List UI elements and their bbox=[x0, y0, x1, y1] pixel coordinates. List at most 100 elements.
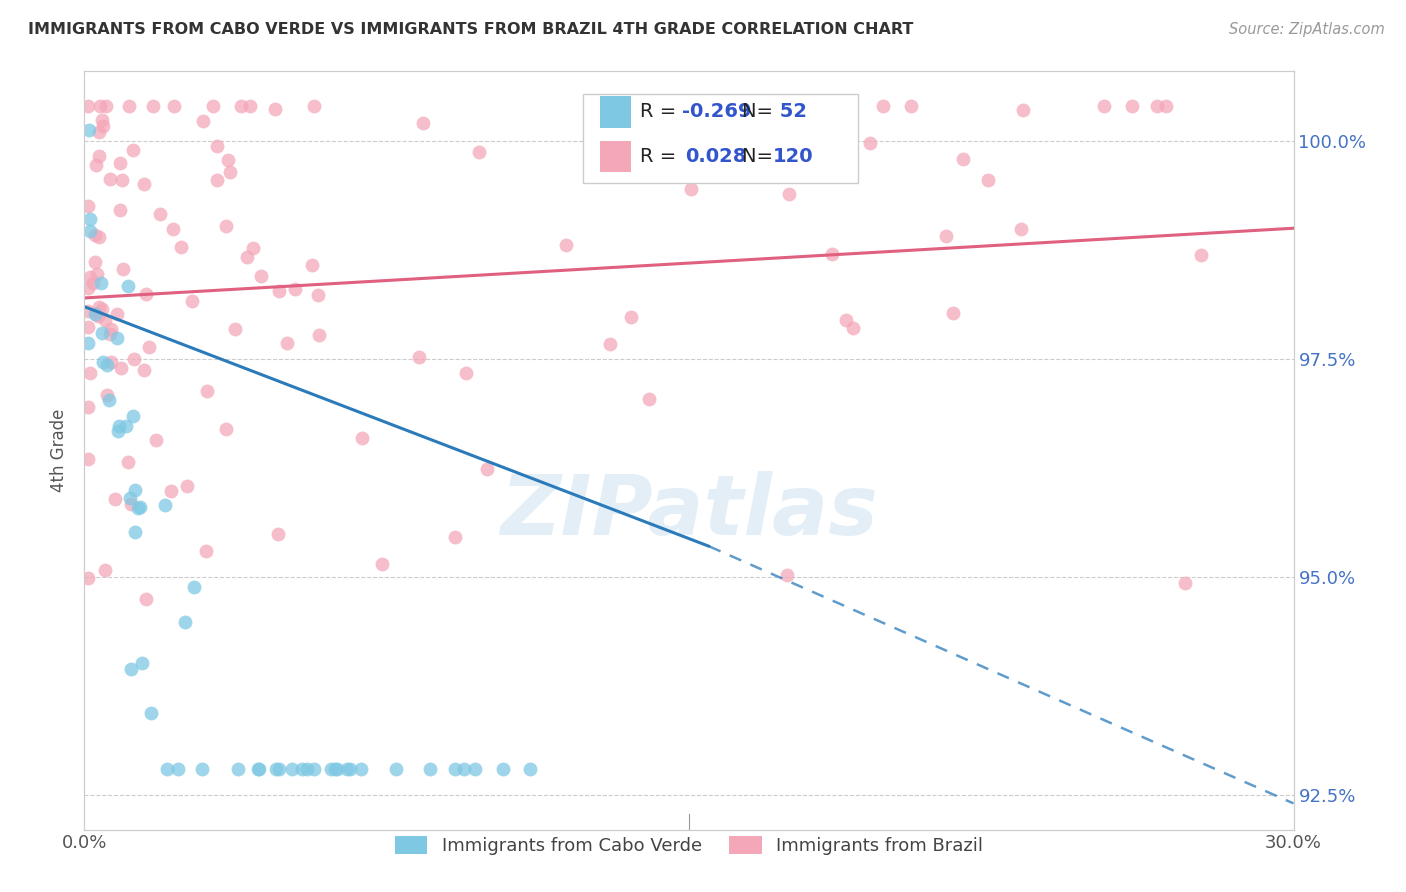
Point bbox=[952, 152, 974, 166]
Point bbox=[336, 762, 359, 776]
Point bbox=[443, 531, 465, 545]
Point bbox=[242, 241, 264, 255]
Point bbox=[181, 293, 204, 308]
Point bbox=[215, 219, 238, 233]
Point bbox=[89, 229, 111, 244]
Point bbox=[89, 125, 111, 139]
Point bbox=[492, 762, 515, 776]
Point bbox=[308, 327, 330, 342]
Point bbox=[96, 388, 118, 402]
Point bbox=[135, 592, 157, 607]
Point bbox=[82, 276, 104, 290]
Point bbox=[934, 229, 956, 244]
Point bbox=[90, 301, 112, 316]
Point bbox=[412, 116, 434, 130]
Point bbox=[250, 268, 273, 283]
Point bbox=[77, 320, 100, 334]
Text: Source: ZipAtlas.com: Source: ZipAtlas.com bbox=[1229, 22, 1385, 37]
Point bbox=[301, 258, 323, 272]
Point bbox=[620, 310, 643, 324]
Point bbox=[145, 433, 167, 447]
Point bbox=[280, 762, 302, 776]
Point bbox=[84, 307, 107, 321]
Point bbox=[229, 99, 252, 113]
Point bbox=[326, 762, 349, 776]
Point bbox=[117, 279, 139, 293]
Point bbox=[371, 557, 394, 571]
Point bbox=[193, 114, 215, 128]
Point bbox=[90, 326, 112, 340]
Point bbox=[94, 99, 117, 113]
Text: R =: R = bbox=[640, 147, 689, 166]
Point bbox=[83, 307, 105, 321]
Text: 120: 120 bbox=[773, 147, 814, 166]
Point bbox=[453, 762, 475, 776]
Text: 52: 52 bbox=[773, 103, 807, 121]
Point bbox=[94, 313, 117, 327]
Point bbox=[224, 322, 246, 336]
Point bbox=[207, 173, 229, 187]
Point bbox=[247, 762, 270, 776]
Point bbox=[215, 422, 238, 436]
Y-axis label: 4th Grade: 4th Grade bbox=[51, 409, 69, 492]
Point bbox=[134, 178, 156, 192]
Point bbox=[93, 355, 115, 369]
Point bbox=[1010, 221, 1032, 235]
Point bbox=[599, 337, 621, 351]
Point bbox=[77, 571, 100, 585]
Text: IMMIGRANTS FROM CABO VERDE VS IMMIGRANTS FROM BRAZIL 4TH GRADE CORRELATION CHART: IMMIGRANTS FROM CABO VERDE VS IMMIGRANTS… bbox=[28, 22, 914, 37]
Point bbox=[1121, 99, 1143, 113]
Point bbox=[121, 143, 143, 157]
Point bbox=[1174, 575, 1197, 590]
Point bbox=[176, 479, 198, 493]
Point bbox=[264, 762, 287, 776]
Point bbox=[96, 358, 118, 372]
Point bbox=[132, 362, 155, 376]
Point bbox=[124, 483, 146, 498]
Point bbox=[77, 336, 100, 351]
Point bbox=[519, 762, 541, 776]
Point bbox=[105, 307, 128, 321]
Point bbox=[83, 228, 105, 243]
Text: N=: N= bbox=[742, 147, 779, 166]
Point bbox=[124, 525, 146, 540]
Point bbox=[98, 326, 121, 341]
Point bbox=[120, 491, 142, 505]
Point bbox=[127, 500, 149, 515]
Point bbox=[162, 221, 184, 235]
Point bbox=[276, 336, 298, 351]
Point bbox=[174, 615, 197, 629]
Point bbox=[419, 762, 441, 776]
Point bbox=[156, 762, 179, 776]
Point bbox=[100, 322, 122, 336]
Point bbox=[201, 99, 224, 113]
Point bbox=[79, 224, 101, 238]
Point bbox=[1154, 99, 1177, 113]
Point bbox=[138, 340, 160, 354]
Text: -0.269: -0.269 bbox=[682, 103, 751, 121]
Point bbox=[120, 662, 142, 676]
Point bbox=[942, 305, 965, 319]
Point bbox=[110, 173, 132, 187]
Text: R =: R = bbox=[640, 103, 682, 121]
Point bbox=[307, 288, 329, 302]
Point bbox=[166, 762, 188, 776]
Point bbox=[84, 254, 107, 268]
Point bbox=[444, 762, 467, 776]
Point bbox=[267, 527, 290, 541]
Point bbox=[107, 424, 129, 438]
Point bbox=[786, 156, 808, 170]
Point bbox=[1012, 103, 1035, 118]
Point bbox=[77, 451, 100, 466]
Point bbox=[90, 277, 112, 291]
Point bbox=[77, 400, 100, 414]
Point bbox=[468, 145, 491, 159]
Point bbox=[79, 366, 101, 380]
Point bbox=[87, 309, 110, 323]
Point bbox=[1189, 248, 1212, 262]
Text: ZIPatlas: ZIPatlas bbox=[501, 471, 877, 551]
Point bbox=[142, 99, 165, 113]
Point bbox=[139, 706, 162, 720]
Point bbox=[900, 99, 922, 113]
Point bbox=[94, 563, 117, 577]
